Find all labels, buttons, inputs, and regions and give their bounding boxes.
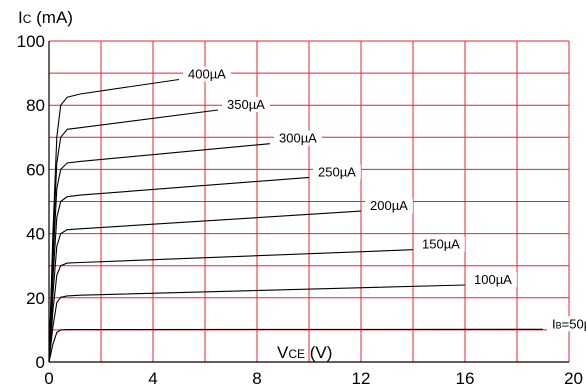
x-tick-label: 12	[352, 369, 371, 388]
x-axis-title: VCE (V)	[277, 343, 332, 362]
curve-3	[48, 176, 310, 363]
curve-label-2: 300µA	[274, 130, 322, 146]
curve-label-text: 200µA	[370, 198, 408, 213]
curve-label-4: 200µA	[365, 198, 413, 214]
curve-label-7: IB=50µA	[547, 316, 586, 332]
y-tick-label: 100	[17, 32, 45, 51]
curve-label-text: 400µA	[188, 67, 226, 82]
curve-label-bg	[365, 198, 413, 214]
curve-label-bg	[222, 97, 270, 113]
y-tick-label: 40	[26, 225, 45, 244]
curve-label-text: IB=50µA	[552, 316, 586, 331]
curve-label-bg	[469, 271, 517, 287]
curve-label-6: 100µA	[469, 271, 517, 287]
grid	[48, 40, 570, 363]
y-tick-label: 60	[26, 160, 45, 179]
curve-label-bg	[183, 66, 231, 82]
y-axis-title: IC (mA)	[18, 8, 73, 27]
x-tick-label: 0	[44, 369, 53, 388]
curve-label-5: 150µA	[417, 236, 465, 252]
curve-label-text: 250µA	[318, 164, 356, 179]
curve-4	[48, 210, 362, 363]
x-tick-label: 4	[148, 369, 157, 388]
curve-label-bg	[417, 236, 465, 252]
curve-label-1: 350µA	[222, 97, 270, 113]
curve-label-text: 100µA	[474, 272, 512, 287]
curve-0	[48, 78, 180, 363]
curve-2	[48, 143, 271, 363]
plot-frame	[48, 41, 569, 363]
y-tick-label: 0	[36, 353, 45, 372]
x-tick-label: 20	[564, 369, 583, 388]
curve-7	[48, 328, 544, 363]
curve-label-0: 400µA	[183, 66, 231, 82]
curve-label-text: 350µA	[227, 97, 265, 112]
x-tick-labels: 0 4 8 12 16 20	[44, 369, 583, 388]
curve-label-text: 150µA	[422, 237, 460, 252]
x-tick-label: 8	[252, 369, 261, 388]
curve-label-bg	[547, 316, 584, 332]
y-tick-labels: 0 20 40 60 80 100	[17, 32, 45, 372]
x-tick-label: 16	[456, 369, 475, 388]
curve-label-3: 250µA	[313, 164, 361, 180]
curves	[48, 78, 544, 363]
y-tick-label: 80	[26, 96, 45, 115]
curve-6	[48, 284, 466, 363]
curve-label-bg	[313, 164, 361, 180]
curve-label-bg	[274, 130, 322, 146]
y-tick-label: 20	[26, 289, 45, 308]
curve-1	[48, 109, 219, 363]
curve-label-text: 300µA	[279, 131, 317, 146]
curve-5	[48, 249, 414, 363]
